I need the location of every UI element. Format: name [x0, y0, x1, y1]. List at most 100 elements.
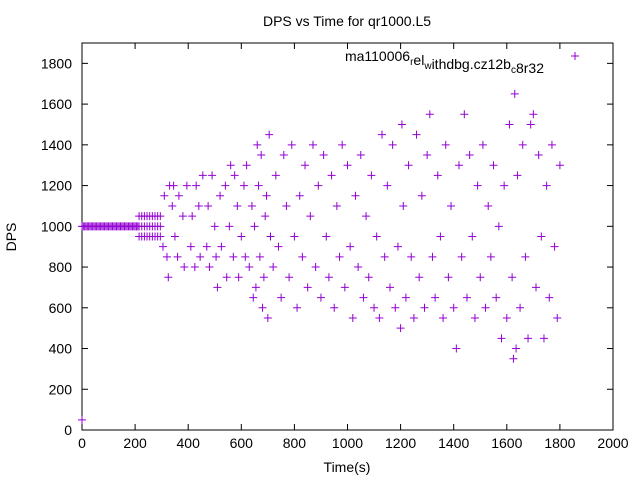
data-point: [257, 151, 266, 160]
data-point: [534, 151, 543, 160]
data-point: [465, 151, 474, 160]
y-tick-label: 200: [49, 381, 73, 397]
data-point: [532, 283, 541, 292]
data-point: [439, 313, 448, 322]
data-point: [359, 293, 368, 302]
data-point: [254, 181, 263, 190]
x-tick-label: 0: [78, 435, 86, 451]
x-tick-label: 600: [230, 435, 254, 451]
data-point: [497, 334, 506, 343]
data-point: [216, 191, 225, 200]
data-point: [301, 161, 310, 170]
data-point: [449, 303, 458, 312]
data-point: [529, 110, 538, 119]
data-point: [251, 283, 260, 292]
data-point: [259, 273, 268, 282]
data-point: [287, 140, 296, 149]
data-point: [208, 171, 217, 180]
data-point: [470, 313, 479, 322]
y-tick-label: 1600: [41, 96, 72, 112]
data-point: [237, 232, 246, 241]
data-point: [327, 171, 336, 180]
x-tick-label: 1400: [438, 435, 469, 451]
data-point: [425, 110, 434, 119]
data-point: [340, 283, 349, 292]
data-point: [378, 130, 387, 139]
x-tick-label: 400: [177, 435, 201, 451]
x-tick-label: 1200: [385, 435, 416, 451]
data-point: [169, 181, 178, 190]
data-point: [335, 252, 344, 261]
data-point: [266, 232, 275, 241]
data-point: [188, 212, 197, 221]
data-point: [242, 161, 251, 170]
data-point: [417, 191, 426, 200]
data-point: [190, 263, 199, 272]
data-point: [521, 252, 530, 261]
data-point: [383, 181, 392, 190]
data-point: [285, 273, 294, 282]
y-axis-label: DPS: [3, 223, 19, 252]
x-tick-label: 800: [283, 435, 307, 451]
data-point: [277, 293, 286, 302]
x-tick-label: 2000: [597, 435, 628, 451]
y-axis: 0 200 400 600 800 1000 1200 1400 1600 1800: [41, 55, 613, 438]
data-point: [311, 263, 320, 272]
data-point: [156, 222, 165, 231]
data-points: [78, 89, 564, 424]
data-point: [372, 232, 381, 241]
data-point: [269, 263, 278, 272]
legend-marker-plus: [571, 52, 579, 60]
x-axis: 0 200 400 600 800 1000 1200 1400 1600 1800 2000: [78, 43, 629, 451]
data-point: [486, 252, 495, 261]
data-point: [512, 344, 521, 353]
data-point: [245, 263, 254, 272]
y-tick-label: 1800: [41, 55, 72, 71]
x-tick-label: 1800: [544, 435, 575, 451]
data-point: [444, 273, 453, 282]
data-point: [180, 263, 189, 272]
data-point: [478, 140, 487, 149]
data-point: [524, 334, 533, 343]
y-tick-label: 400: [49, 341, 73, 357]
data-point: [547, 140, 556, 149]
data-point: [239, 181, 248, 190]
data-point: [290, 232, 299, 241]
legend-marker: [571, 52, 579, 60]
data-point: [364, 273, 373, 282]
data-point: [375, 313, 384, 322]
data-point: [399, 201, 408, 210]
data-point: [423, 151, 432, 160]
data-point: [550, 242, 559, 251]
data-point: [173, 252, 182, 261]
data-point: [380, 252, 389, 261]
data-point: [164, 273, 173, 282]
data-point: [508, 273, 517, 282]
data-point: [282, 201, 291, 210]
data-point: [513, 171, 522, 180]
x-tick-label: 200: [123, 435, 147, 451]
data-point: [298, 252, 307, 261]
data-point: [192, 181, 201, 190]
data-point: [489, 161, 498, 170]
data-point: [388, 140, 397, 149]
data-point: [308, 140, 317, 149]
data-point: [226, 161, 235, 170]
data-point: [455, 161, 464, 170]
data-point: [468, 232, 477, 241]
y-tick-label: 800: [49, 259, 73, 275]
data-point: [221, 181, 230, 190]
data-point: [505, 120, 514, 129]
data-point: [205, 263, 214, 272]
data-point: [316, 293, 325, 302]
data-point: [346, 242, 355, 251]
data-point: [217, 242, 226, 251]
data-point: [204, 201, 213, 210]
data-point: [492, 293, 501, 302]
data-point: [274, 242, 283, 251]
data-point: [516, 303, 525, 312]
data-point: [174, 191, 183, 200]
data-point: [367, 171, 376, 180]
